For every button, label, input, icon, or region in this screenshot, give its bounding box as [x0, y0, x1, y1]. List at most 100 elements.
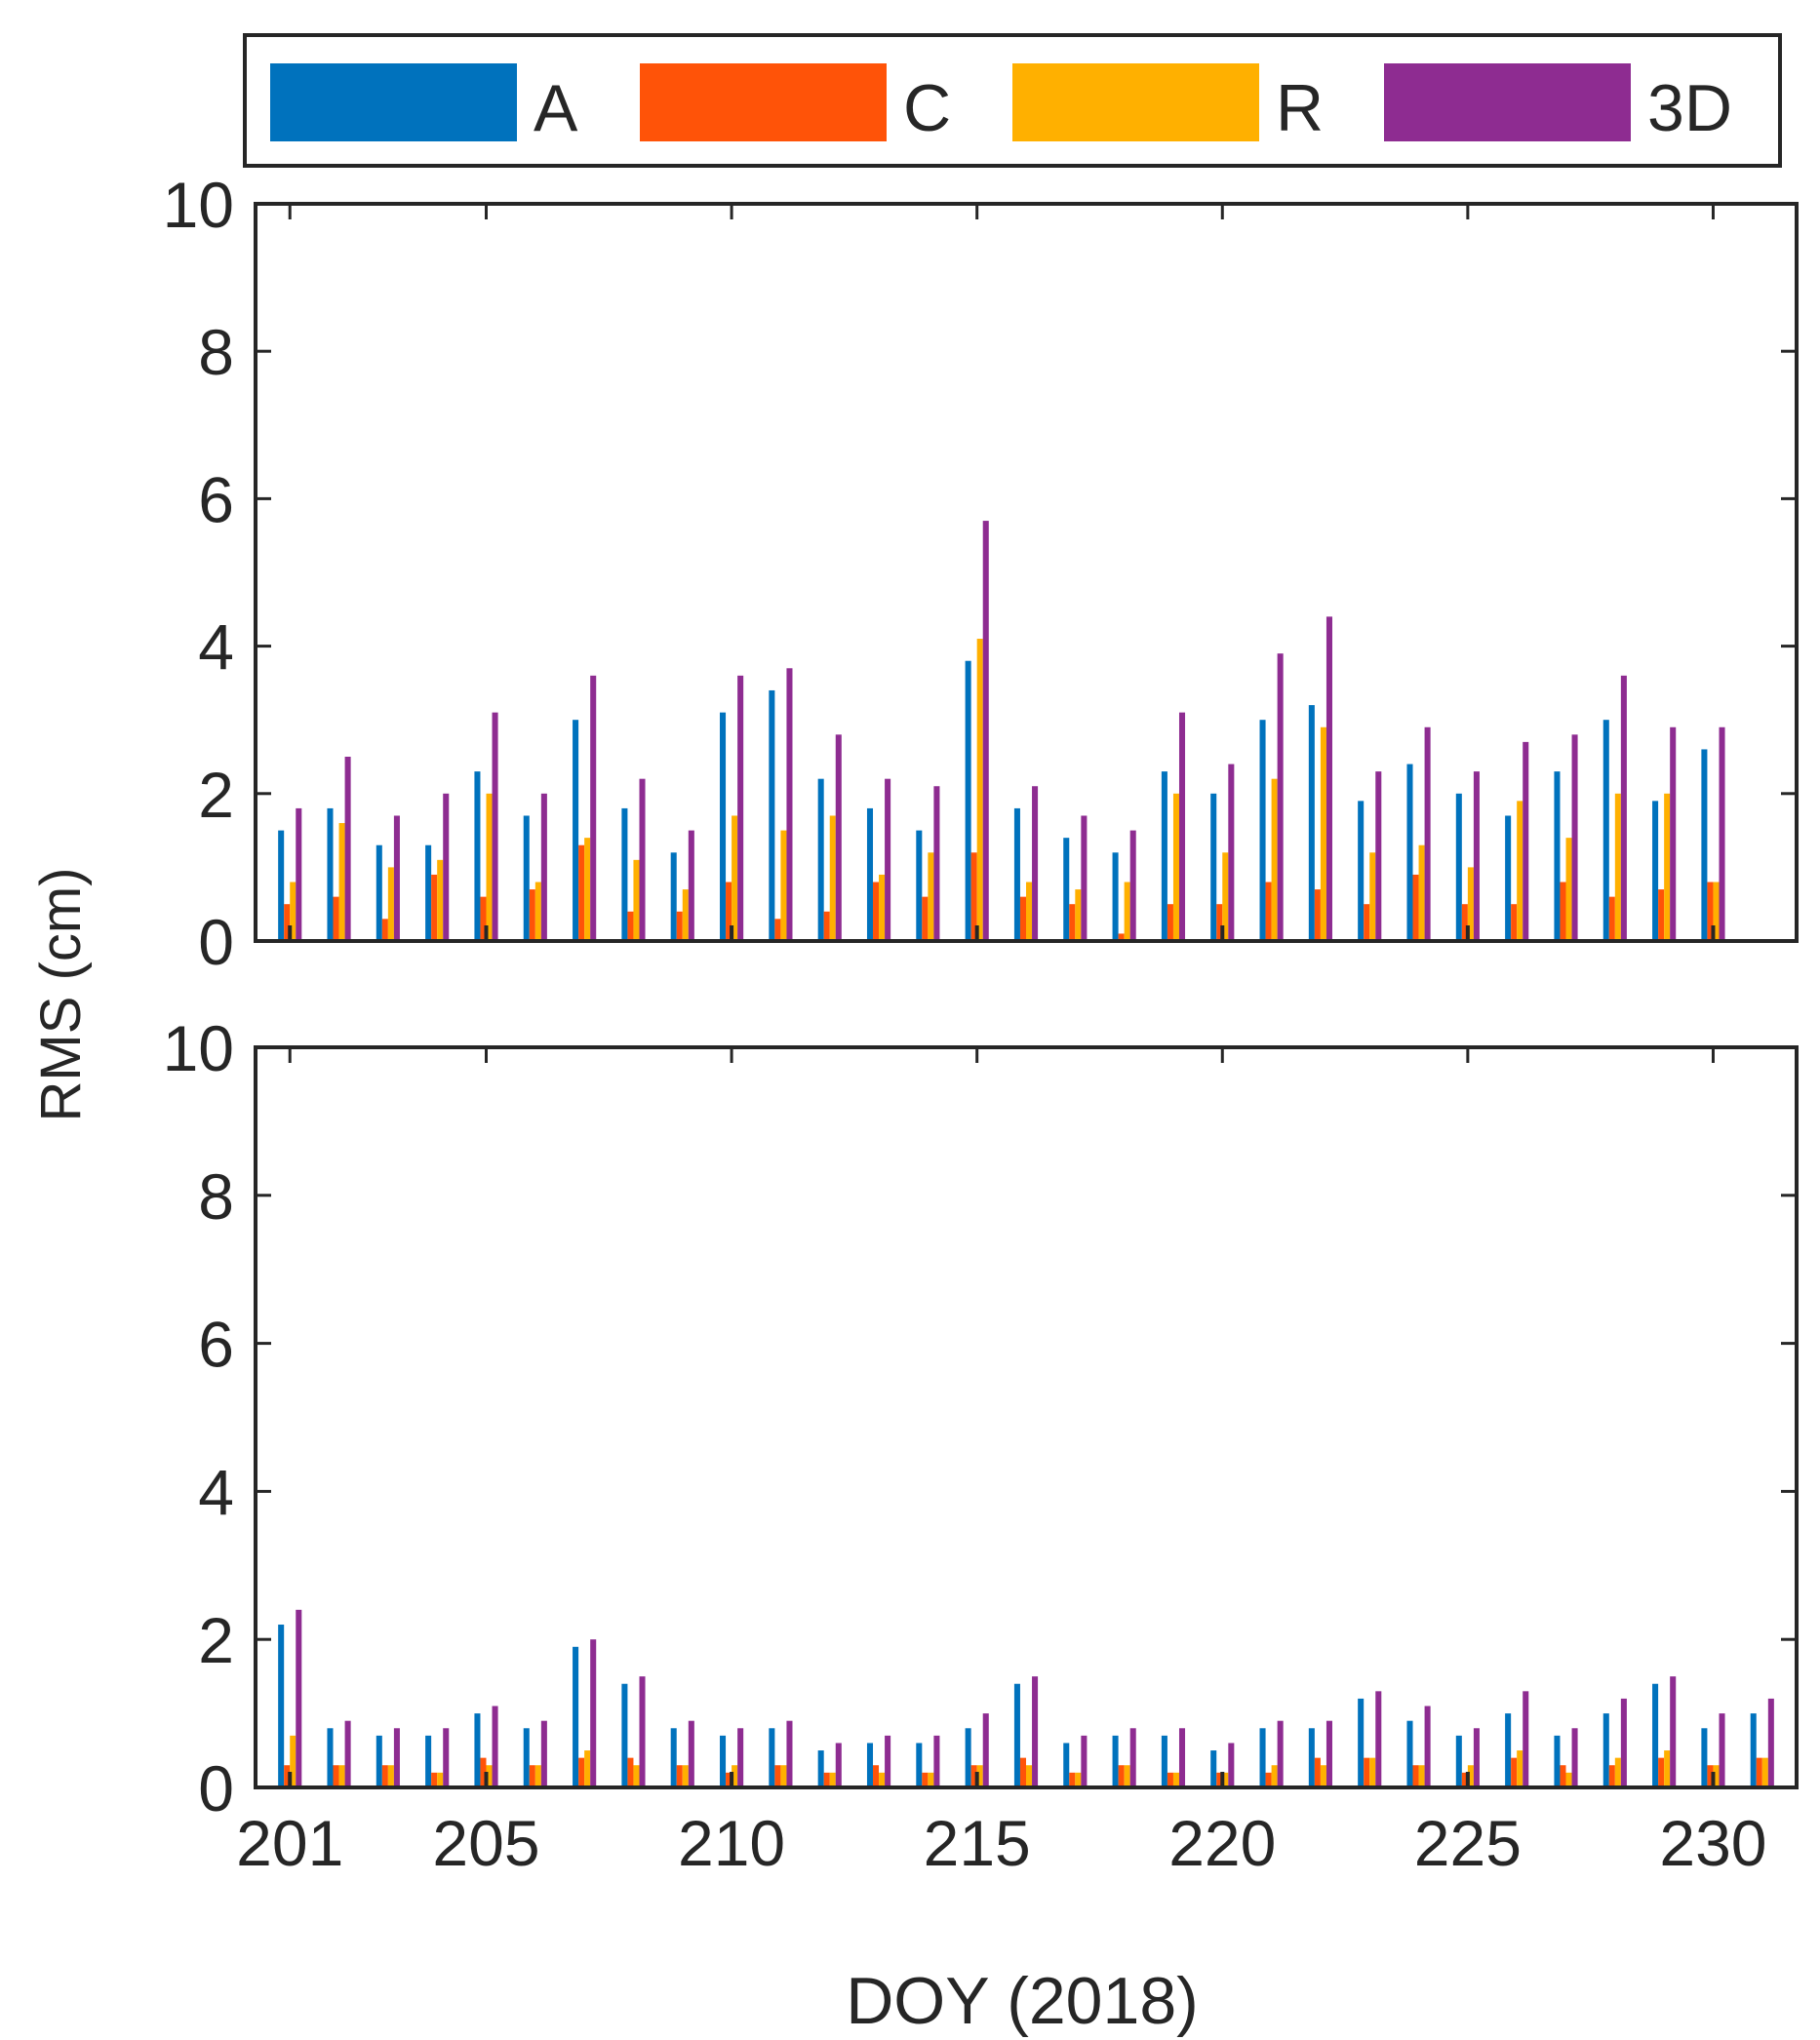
bottom-axes-frame	[254, 1045, 1799, 1789]
bottom-bar-a-226	[1505, 1713, 1512, 1787]
bottom-bar-r-230	[1713, 1765, 1720, 1787]
top-bar-3d-226	[1523, 741, 1529, 941]
bottom-bar-c-218	[1118, 1765, 1125, 1787]
bottom-bar-a-205	[474, 1713, 481, 1787]
bottom-ytick-label-0: 0	[198, 1752, 234, 1824]
top-bar-3d-221	[1277, 653, 1284, 941]
bottom-bar-r-227	[1565, 1772, 1572, 1787]
bottom-xtick-label-220: 220	[1168, 1807, 1276, 1879]
top-bar-a-220	[1210, 793, 1217, 941]
top-bar-r-205	[486, 793, 493, 941]
bottom-bar-c-205	[480, 1757, 487, 1787]
bottom-bar-a-219	[1161, 1735, 1167, 1787]
bottom-bar-3d-203	[393, 1728, 400, 1787]
top-bar-c-220	[1216, 904, 1223, 941]
bottom-bar-c-208	[627, 1757, 634, 1787]
bottom-bar-a-201	[278, 1625, 285, 1787]
top-bar-3d-213	[885, 778, 891, 941]
top-bar-c-210	[726, 882, 732, 941]
top-bar-a-202	[327, 807, 334, 941]
bottom-bar-c-217	[1069, 1772, 1076, 1787]
bottom-bar-c-206	[529, 1765, 535, 1787]
top-bar-a-205	[474, 771, 481, 941]
bottom-bar-3d-220	[1228, 1743, 1235, 1787]
bottom-bar-a-228	[1602, 1713, 1609, 1787]
bottom-bar-c-209	[676, 1765, 683, 1787]
top-bar-a-217	[1063, 838, 1070, 941]
bottom-bar-3d-228	[1620, 1698, 1627, 1787]
bottom-xtick-label-215: 215	[924, 1807, 1031, 1879]
top-bar-c-204	[431, 874, 438, 941]
bottom-bar-r-206	[534, 1765, 541, 1787]
bottom-bar-a-208	[621, 1683, 628, 1787]
bottom-bar-r-211	[780, 1765, 787, 1787]
bottom-bar-c-229	[1658, 1757, 1665, 1787]
top-bar-r-208	[633, 859, 640, 941]
bottom-xtick-label-225: 225	[1414, 1807, 1522, 1879]
top-bar-r-229	[1664, 793, 1671, 941]
bottom-bar-3d-219	[1178, 1728, 1186, 1787]
bottom-ytick-label-4: 4	[198, 1456, 234, 1528]
top-bar-a-218	[1112, 852, 1119, 941]
top-bar-a-210	[720, 712, 727, 941]
top-bar-c-223	[1364, 904, 1370, 941]
legend-swatch-c	[640, 63, 887, 141]
top-bar-3d-203	[393, 815, 400, 941]
bottom-xtick-label-210: 210	[678, 1807, 785, 1879]
top-bar-a-225	[1455, 793, 1462, 941]
top-bar-r-210	[732, 815, 738, 941]
bottom-bar-c-220	[1216, 1772, 1223, 1787]
bottom-bar-r-203	[387, 1765, 394, 1787]
bottom-bar-r-212	[829, 1772, 836, 1787]
top-bar-r-212	[829, 815, 836, 941]
bottom-bar-c-204	[431, 1772, 438, 1787]
top-bar-3d-230	[1719, 726, 1725, 941]
top-bar-a-206	[523, 815, 530, 941]
top-bar-r-211	[780, 830, 787, 941]
top-bar-3d-220	[1228, 764, 1235, 941]
top-bar-a-201	[278, 830, 285, 941]
bottom-bar-r-216	[1026, 1765, 1033, 1787]
bottom-bar-r-219	[1172, 1772, 1179, 1787]
top-bar-3d-223	[1375, 771, 1382, 941]
top-bar-c-202	[333, 896, 339, 941]
top-bar-a-214	[916, 830, 923, 941]
bottom-bar-3d-204	[443, 1728, 450, 1787]
bottom-bar-c-226	[1511, 1757, 1518, 1787]
bottom-bar-a-231	[1750, 1713, 1757, 1787]
bottom-bar-3d-230	[1719, 1713, 1725, 1787]
top-bar-r-218	[1124, 882, 1130, 941]
top-bar-3d-201	[296, 807, 302, 941]
bottom-bar-3d-226	[1523, 1691, 1529, 1787]
top-bar-r-226	[1517, 801, 1523, 941]
top-bar-r-209	[682, 889, 689, 941]
bottom-bar-c-230	[1707, 1765, 1714, 1787]
top-bar-r-222	[1320, 726, 1326, 941]
bottom-bar-c-219	[1167, 1772, 1173, 1787]
top-bar-r-201	[290, 882, 297, 941]
top-bar-a-229	[1652, 801, 1659, 941]
bottom-bar-r-204	[437, 1772, 444, 1787]
top-bar-r-203	[387, 867, 394, 941]
legend: A C R 3D	[243, 33, 1782, 168]
top-bar-3d-225	[1473, 771, 1480, 941]
bottom-bar-r-225	[1467, 1765, 1474, 1787]
top-bar-a-209	[670, 852, 677, 941]
top-bar-3d-209	[688, 830, 694, 941]
bottom-bar-c-213	[873, 1765, 880, 1787]
bottom-bar-a-224	[1406, 1720, 1413, 1787]
top-bar-3d-207	[590, 675, 597, 941]
top-ytick-label-10: 10	[163, 169, 234, 241]
legend-label-3d: 3D	[1647, 71, 1732, 145]
top-bar-r-228	[1614, 793, 1621, 941]
bottom-bar-c-201	[284, 1765, 291, 1787]
top-bar-r-230	[1713, 882, 1720, 941]
x-axis-label: DOY (2018)	[846, 1964, 1199, 2038]
bottom-bar-a-222	[1308, 1728, 1315, 1787]
bottom-bar-a-203	[376, 1735, 382, 1787]
top-bar-a-211	[769, 689, 775, 941]
top-bar-c-227	[1560, 882, 1566, 941]
bottom-xtick-label-201: 201	[236, 1807, 343, 1879]
top-bar-a-207	[573, 720, 579, 941]
top-axes-frame	[254, 202, 1799, 943]
